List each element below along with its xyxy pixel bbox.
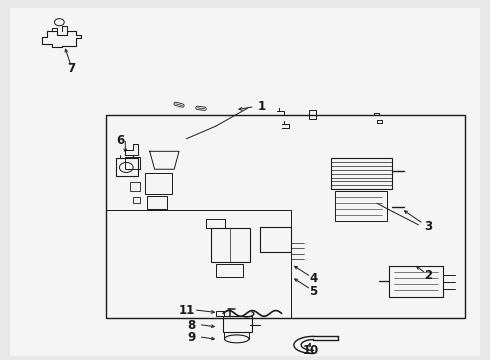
- Text: 7: 7: [68, 62, 75, 75]
- Text: 4: 4: [309, 272, 318, 285]
- Text: 6: 6: [116, 134, 124, 147]
- Bar: [260, 226, 292, 252]
- Text: 1: 1: [258, 100, 266, 113]
- Bar: [216, 311, 224, 316]
- Bar: [116, 158, 138, 176]
- Bar: [309, 110, 316, 119]
- Bar: [223, 316, 252, 332]
- Text: 5: 5: [309, 285, 318, 298]
- Bar: [106, 116, 465, 318]
- Bar: [206, 220, 225, 228]
- Bar: [145, 173, 172, 194]
- Bar: [130, 182, 140, 191]
- Bar: [147, 196, 167, 209]
- Text: 8: 8: [187, 319, 196, 332]
- Text: 9: 9: [187, 331, 196, 344]
- Bar: [133, 197, 140, 203]
- Bar: [389, 266, 443, 297]
- Bar: [331, 158, 392, 189]
- Bar: [216, 264, 243, 277]
- Bar: [211, 228, 250, 262]
- Bar: [335, 191, 387, 221]
- Text: 3: 3: [424, 220, 432, 233]
- Text: 2: 2: [424, 269, 432, 282]
- Text: 11: 11: [178, 305, 195, 318]
- Text: 10: 10: [303, 344, 319, 357]
- Bar: [125, 157, 140, 169]
